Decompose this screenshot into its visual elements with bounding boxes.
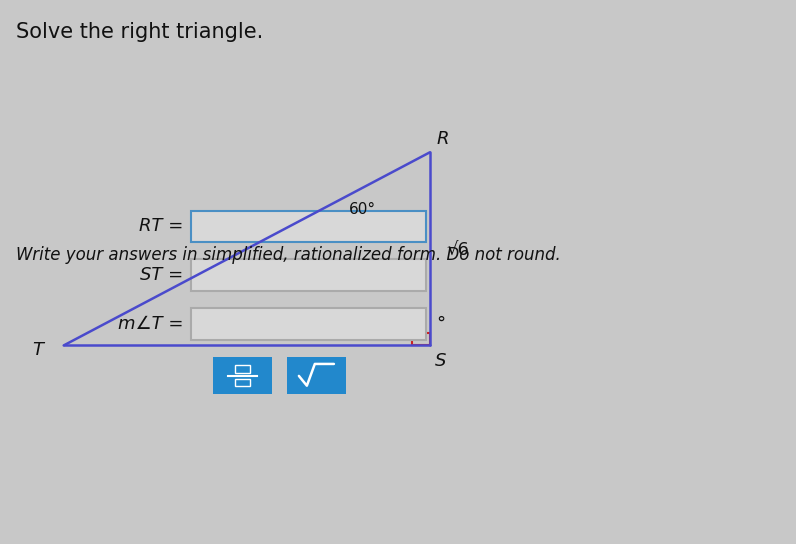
Text: °: ° [436,315,445,333]
FancyBboxPatch shape [213,357,272,394]
Text: RT =: RT = [139,217,183,236]
Text: T: T [33,341,44,359]
Bar [235,366,250,373]
FancyBboxPatch shape [191,259,426,291]
Text: √6: √6 [447,241,469,259]
Bar [235,379,250,386]
Text: R: R [436,129,449,148]
FancyBboxPatch shape [287,357,346,394]
Text: Solve the right triangle.: Solve the right triangle. [16,22,263,42]
Text: S: S [435,351,447,370]
Text: m∠T =: m∠T = [118,315,183,333]
Text: 60°: 60° [349,202,376,217]
FancyBboxPatch shape [191,308,426,340]
Text: ST =: ST = [140,266,183,285]
Text: Write your answers in simplified, rationalized form. Do not round.: Write your answers in simplified, ration… [16,246,560,264]
FancyBboxPatch shape [191,211,426,242]
